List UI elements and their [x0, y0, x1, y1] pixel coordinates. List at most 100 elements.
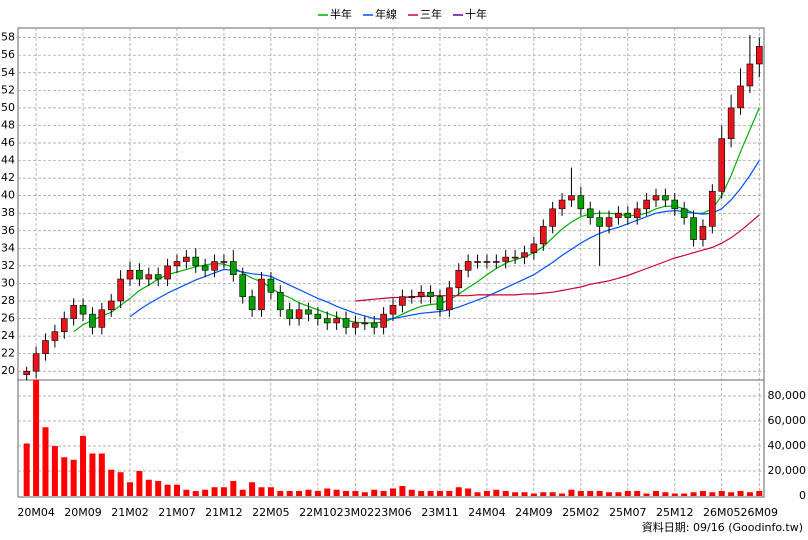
candle-body	[248, 296, 256, 311]
volume-bar	[192, 491, 199, 496]
candle-body	[474, 261, 481, 263]
candle-body	[643, 199, 650, 210]
candle-body	[699, 226, 707, 240]
candle-body	[51, 331, 59, 341]
candle-body	[539, 226, 547, 245]
candle-body	[718, 138, 726, 192]
volume-bar	[662, 492, 669, 496]
candle-body	[32, 353, 40, 372]
x-tick-label: 23M02	[337, 506, 375, 519]
candle-body	[145, 274, 153, 280]
volume-bar	[568, 489, 575, 496]
candle-body	[662, 195, 669, 201]
legend-label: 十年	[465, 7, 487, 21]
candle-body	[70, 305, 77, 319]
volume-bar	[277, 491, 284, 496]
y-tick-label: 30	[1, 276, 15, 289]
volume-bar	[239, 489, 246, 496]
volume-bar	[98, 453, 105, 496]
candle-body	[126, 269, 134, 280]
candle-body	[98, 309, 106, 328]
y-tick-label: 50	[1, 101, 15, 114]
candle-body	[314, 313, 322, 319]
candle-body	[89, 313, 96, 328]
volume-bar	[474, 492, 481, 496]
volume-bar	[155, 481, 162, 496]
candle-body	[107, 300, 115, 311]
volume-bar	[465, 488, 472, 496]
volume-bar	[690, 492, 697, 496]
legend-label: 半年	[330, 7, 352, 21]
volume-bar	[267, 487, 274, 496]
x-tick-label: 20M09	[64, 506, 102, 519]
x-tick-label: 26M09	[741, 506, 779, 519]
candle-body	[596, 217, 603, 227]
volume-bar	[127, 482, 134, 496]
volume-bar	[737, 491, 744, 496]
x-tick-label: 21M02	[111, 506, 149, 519]
candle-body	[709, 190, 716, 227]
candle-body	[239, 274, 247, 297]
candle-body	[220, 261, 228, 263]
volume-bar	[756, 491, 763, 496]
volume-bar	[183, 489, 190, 496]
candle-body	[690, 217, 697, 240]
volume-bar	[512, 492, 519, 496]
volume-bar	[483, 491, 490, 496]
candle-body	[615, 212, 622, 218]
volume-bar	[314, 491, 321, 496]
y2-tick-label: 80,000	[768, 389, 807, 402]
y-tick-label: 34	[1, 241, 15, 254]
y-tick-label: 58	[1, 31, 15, 44]
candle-body	[680, 208, 688, 218]
candle-body	[455, 269, 463, 289]
x-tick-label: 21M12	[205, 506, 243, 519]
volume-bar	[587, 491, 594, 496]
x-tick-label: 25M07	[609, 506, 647, 519]
candle-body	[399, 296, 406, 306]
x-tick-label: 25M12	[656, 506, 694, 519]
candle-body	[60, 318, 68, 333]
x-tick-label: 24M09	[515, 506, 553, 519]
y2-tick-label: 20,000	[768, 464, 807, 477]
y-tick-label: 20	[1, 364, 15, 377]
candle-body	[211, 261, 218, 271]
x-tick-label: 23M06	[374, 506, 412, 519]
candle-body	[727, 107, 735, 139]
candle-body	[493, 261, 500, 263]
candle-body	[436, 296, 444, 311]
volume-bar	[61, 457, 68, 496]
x-tick-label: 21M07	[158, 506, 196, 519]
y-tick-label: 48	[1, 118, 15, 131]
y-tick-label: 52	[1, 83, 15, 96]
candle-body	[230, 261, 237, 275]
volume-bar	[681, 493, 688, 496]
candle-body	[370, 322, 378, 328]
volume-bar	[624, 491, 631, 496]
volume-bar	[42, 427, 49, 496]
candle-body	[464, 261, 472, 271]
volume-bar	[33, 379, 40, 496]
volume-bar	[145, 479, 152, 496]
volume-bar	[606, 492, 613, 496]
candle-body	[483, 261, 491, 263]
y2-tick-label: 0	[799, 489, 806, 502]
volume-bar	[352, 491, 359, 496]
volume-bar	[577, 491, 584, 496]
volume-bar	[324, 488, 331, 496]
candle-body	[352, 322, 359, 328]
candle-body	[417, 291, 425, 297]
candle-body	[737, 85, 744, 109]
y-tick-label: 42	[1, 171, 15, 184]
candle-body	[446, 287, 453, 311]
volume-bar	[108, 469, 115, 496]
volume-bar	[699, 491, 706, 496]
candle-body	[652, 195, 660, 201]
candle-body	[183, 256, 190, 262]
volume-bar	[436, 491, 443, 496]
candle-body	[342, 318, 350, 328]
y-tick-label: 32	[1, 259, 15, 272]
y2-tick-label: 40,000	[768, 439, 807, 452]
volume-bar	[634, 491, 641, 496]
volume-bar	[361, 492, 368, 496]
